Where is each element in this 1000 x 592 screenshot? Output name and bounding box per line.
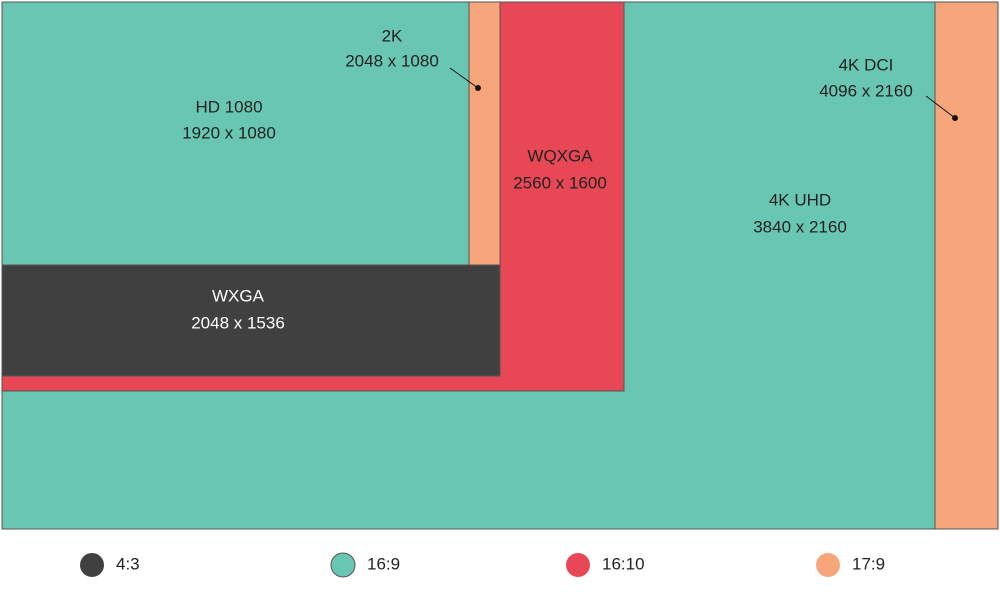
legend-label: 16:9 [367, 554, 400, 573]
node-resolution: 2048 x 1536 [191, 313, 285, 332]
legend-swatch [330, 552, 356, 578]
node-resolution: 2560 x 1600 [513, 173, 607, 192]
leader-dot [475, 85, 481, 91]
node-label: 2K [382, 26, 403, 45]
leader-dot [952, 115, 958, 121]
node-label: WXGA [212, 286, 265, 305]
legend-label: 17:9 [852, 554, 885, 573]
hd1080-box [1, 1, 470, 266]
node-resolution: 3840 x 2160 [753, 217, 847, 236]
node-label: 4K UHD [769, 190, 831, 209]
node-label: 4K DCI [839, 55, 894, 74]
leader-line [449, 67, 479, 89]
legend-swatch [80, 553, 104, 577]
node-label: WQXGA [527, 146, 593, 165]
leader-line [925, 95, 956, 119]
node-label: HD 1080 [195, 97, 262, 116]
legend-swatch [566, 553, 590, 577]
legend-label: 16:10 [602, 554, 645, 573]
node-resolution: 1920 x 1080 [182, 123, 276, 142]
wxga-box [1, 264, 501, 377]
legend-swatch [816, 553, 840, 577]
node-resolution: 2048 x 1080 [345, 51, 439, 70]
legend-label: 4:3 [116, 554, 140, 573]
node-resolution: 4096 x 2160 [819, 81, 913, 100]
